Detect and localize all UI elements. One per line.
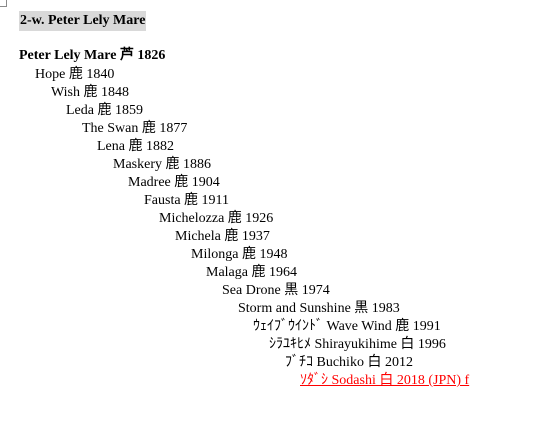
lineage-gen-12: Malaga 鹿 1964 [206,265,297,280]
lineage-gen-1: Hope 鹿 1840 [35,67,115,82]
lineage-gen-14: Storm and Sunshine 黒 1983 [238,301,400,316]
lineage-gen-7: Madree 鹿 1904 [128,175,220,190]
lineage-gen-10: Michela 鹿 1937 [175,229,270,244]
lineage-gen-3: Leda 鹿 1859 [66,103,143,118]
lineage-gen-13: Sea Drone 黒 1974 [222,283,330,298]
lineage-gen-9: Michelozza 鹿 1926 [159,211,274,226]
lineage-gen-11: Milonga 鹿 1948 [191,247,288,262]
lineage-gen-17: ﾌﾞﾁｺ Buchiko 白 2012 [285,355,413,370]
lineage-gen-15: ｳｪｲﾌﾞｳｲﾝﾄﾞ Wave Wind 鹿 1991 [253,319,441,334]
lineage-gen-6: Maskery 鹿 1886 [113,157,211,172]
lineage-gen-5: Lena 鹿 1882 [97,139,174,154]
lineage-gen-8: Fausta 鹿 1911 [144,193,230,208]
lineage-gen-18-highlighted: ｿﾀﾞｼ Sodashi 白 2018 (JPN) f [300,373,470,388]
lineage-gen-16: ｼﾗﾕｷﾋﾒ Shirayukihime 白 1996 [269,337,446,352]
lineage-gen-4: The Swan 鹿 1877 [82,121,188,136]
page-corner-marker [0,0,7,7]
section-heading: 2-w. Peter Lely Mare [19,11,147,31]
root-mare: Peter Lely Mare 芦 1826 [19,48,166,63]
lineage-gen-2: Wish 鹿 1848 [51,85,129,100]
